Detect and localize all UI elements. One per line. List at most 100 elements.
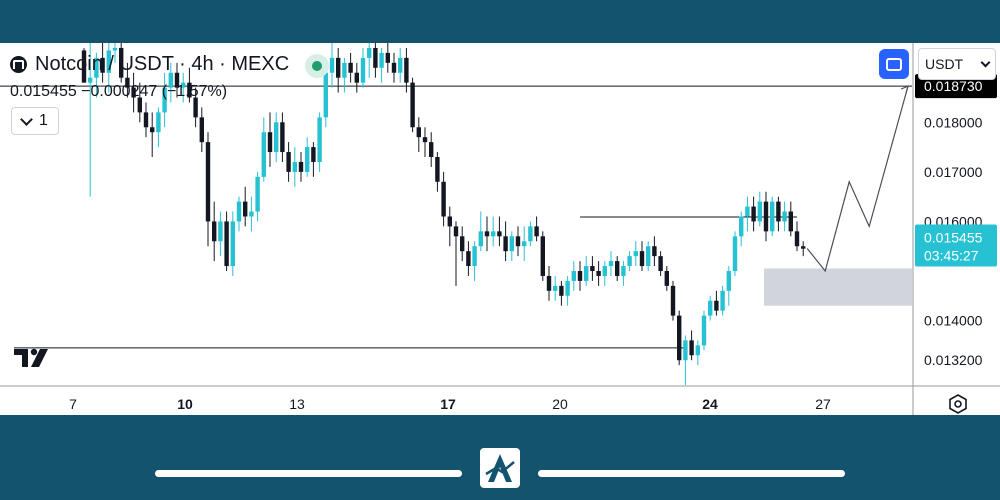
candle-body (534, 226, 539, 237)
candle (670, 280, 676, 321)
candle-body (404, 57, 409, 83)
candle (199, 107, 204, 153)
candle (695, 340, 700, 366)
candle-body (720, 290, 725, 311)
candle (336, 47, 341, 93)
settings-icon[interactable] (948, 394, 968, 414)
candle (683, 335, 688, 385)
candle-body (639, 251, 645, 267)
candle-body (633, 251, 638, 257)
candle-body (230, 221, 235, 267)
app-logo-icon (480, 448, 520, 488)
candle-body (770, 201, 775, 232)
collapse-indicators-button[interactable]: 1 (11, 107, 59, 135)
candle-body (267, 132, 273, 153)
candle-body (453, 226, 459, 237)
candle-body (596, 271, 601, 276)
candle-body (193, 97, 198, 118)
price-chart[interactable]: 0.0180000.0170000.0160000.0140000.013200… (0, 43, 1000, 415)
candle (342, 57, 347, 93)
tradingview-logo-icon[interactable] (14, 347, 54, 376)
candle (497, 216, 502, 247)
candle-body (763, 201, 769, 232)
candle (205, 132, 211, 247)
candle-body (615, 261, 620, 276)
candle (776, 196, 781, 232)
candle-body (714, 300, 719, 311)
demand-zone[interactable] (764, 268, 912, 306)
candle (212, 201, 217, 262)
candle (249, 196, 254, 232)
candle (317, 112, 322, 172)
candle (106, 43, 111, 93)
candle-body (162, 87, 167, 113)
candle (187, 67, 192, 103)
candle (745, 196, 750, 232)
status-dot-icon (305, 54, 329, 78)
candle-body (484, 231, 490, 237)
symbol-legend[interactable]: Notcoin / USDT · 4h · MEXC (10, 53, 289, 76)
candle (689, 330, 694, 361)
candle (88, 43, 93, 197)
chevron-down-icon (20, 112, 33, 126)
target-price-badge[interactable] (915, 74, 997, 99)
x-tick-label: 13 (289, 396, 305, 412)
current-price-badge[interactable] (915, 224, 997, 267)
candle (621, 261, 626, 286)
x-tick-label: 10 (177, 396, 193, 412)
candle (534, 216, 539, 242)
current-price-label: 0.015455 (924, 229, 983, 245)
candle-body (683, 340, 688, 361)
projection-path[interactable] (806, 85, 909, 273)
candle (565, 275, 570, 306)
candle-body (292, 161, 297, 172)
candle (398, 47, 403, 83)
candle (348, 52, 353, 83)
candle-body (398, 57, 403, 73)
candle (726, 266, 731, 306)
candle-body (745, 206, 750, 217)
candle-body (236, 201, 242, 222)
candle (404, 47, 409, 93)
candle (267, 112, 273, 167)
x-tick-label: 17 (440, 396, 456, 412)
candle-body (224, 221, 229, 267)
currency-select[interactable]: USDT (918, 48, 996, 80)
candle (590, 256, 595, 281)
candle-body (435, 157, 440, 182)
candle (602, 261, 607, 286)
candle (112, 43, 118, 63)
y-tick-label: 0.018000 (924, 114, 983, 130)
candle (801, 241, 806, 257)
candle-body (131, 87, 136, 98)
candle (150, 112, 155, 157)
candle (298, 152, 304, 182)
candle (652, 236, 657, 267)
currency-value: USDT (925, 56, 964, 72)
candle (664, 266, 669, 291)
candle (584, 256, 589, 286)
candle (453, 221, 459, 286)
fullscreen-button[interactable] (879, 49, 909, 79)
x-tick-label: 24 (702, 396, 718, 412)
candle (286, 142, 291, 182)
candle-body (460, 236, 465, 252)
chart-panel[interactable]: 0.018000 0.017000 0.016000 0.014000 0.013200… (0, 43, 1000, 415)
candle (608, 251, 614, 276)
candle-body (776, 201, 781, 222)
candle (162, 72, 167, 128)
x-tick-label: 7 (69, 396, 77, 412)
candle-body (205, 142, 211, 222)
candle (720, 285, 725, 316)
candle-body (391, 62, 397, 73)
candle (311, 142, 316, 177)
candle-body (788, 211, 793, 232)
candle (701, 310, 707, 351)
candle-body (174, 72, 180, 88)
candle-body (608, 261, 614, 267)
candle (757, 191, 762, 227)
candle-body (119, 47, 124, 78)
candle-body (553, 285, 558, 291)
candle-body (336, 57, 341, 78)
candle-body (286, 152, 291, 172)
